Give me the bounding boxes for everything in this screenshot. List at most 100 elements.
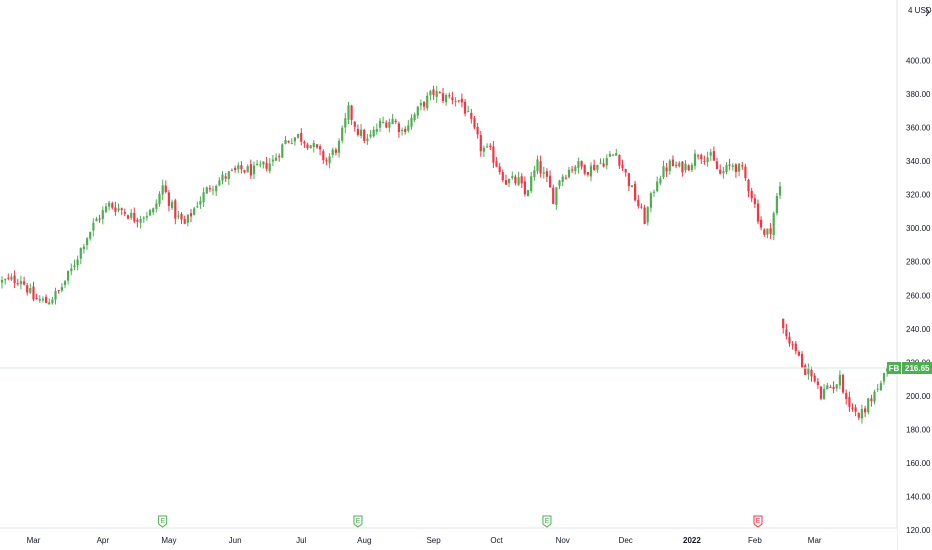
candle[interactable] xyxy=(596,164,599,174)
candle[interactable] xyxy=(845,389,848,405)
candle[interactable] xyxy=(7,273,10,281)
candle[interactable] xyxy=(640,203,643,209)
candle[interactable] xyxy=(536,155,539,175)
candle[interactable] xyxy=(111,201,114,210)
candle[interactable] xyxy=(656,176,659,193)
candle[interactable] xyxy=(309,144,312,149)
candle[interactable] xyxy=(467,105,470,113)
candle[interactable] xyxy=(230,168,233,172)
candle[interactable] xyxy=(687,164,690,172)
candle[interactable] xyxy=(70,263,73,276)
candle[interactable] xyxy=(126,214,130,220)
candle[interactable] xyxy=(259,160,262,168)
candle[interactable] xyxy=(492,141,495,168)
candle[interactable] xyxy=(73,259,76,270)
candle[interactable] xyxy=(26,283,29,296)
candle[interactable] xyxy=(671,155,674,167)
candle[interactable] xyxy=(841,373,845,394)
candle[interactable] xyxy=(558,179,561,190)
candle[interactable] xyxy=(618,154,621,170)
candle[interactable] xyxy=(155,199,158,213)
candle[interactable] xyxy=(252,161,256,180)
candle[interactable] xyxy=(804,363,807,376)
candle[interactable] xyxy=(457,100,460,103)
candle[interactable] xyxy=(819,386,823,401)
candle[interactable] xyxy=(287,140,290,144)
candle[interactable] xyxy=(139,215,142,229)
candle[interactable] xyxy=(662,160,665,180)
candle[interactable] xyxy=(693,149,697,170)
candle[interactable] xyxy=(879,380,882,391)
candle[interactable] xyxy=(775,193,778,216)
candle[interactable] xyxy=(278,153,281,162)
candle[interactable] xyxy=(180,212,183,225)
earnings-marker[interactable]: E xyxy=(542,515,552,528)
candle[interactable] xyxy=(854,404,857,417)
candle[interactable] xyxy=(0,276,4,289)
candle[interactable] xyxy=(108,200,111,211)
candle[interactable] xyxy=(526,189,530,197)
candle[interactable] xyxy=(571,166,574,173)
candle[interactable] xyxy=(347,101,350,124)
candle[interactable] xyxy=(92,218,95,237)
candle[interactable] xyxy=(615,148,618,156)
candle[interactable] xyxy=(816,377,819,389)
candle[interactable] xyxy=(860,404,863,424)
candle[interactable] xyxy=(183,215,186,225)
candle[interactable] xyxy=(426,92,429,111)
candle[interactable] xyxy=(738,163,741,177)
candle[interactable] xyxy=(57,289,60,294)
candle[interactable] xyxy=(741,162,744,170)
candle[interactable] xyxy=(630,184,634,188)
candle[interactable] xyxy=(857,412,860,421)
candle[interactable] xyxy=(703,155,706,165)
candle[interactable] xyxy=(511,171,514,180)
candle[interactable] xyxy=(668,159,671,175)
candle[interactable] xyxy=(835,383,838,392)
candle[interactable] xyxy=(675,161,678,169)
candle[interactable] xyxy=(196,201,199,209)
candle[interactable] xyxy=(659,175,662,186)
candle[interactable] xyxy=(227,171,230,185)
candle[interactable] xyxy=(4,278,7,285)
candle[interactable] xyxy=(441,88,445,104)
candle[interactable] xyxy=(322,149,325,164)
candle[interactable] xyxy=(360,124,363,139)
candle[interactable] xyxy=(709,148,712,161)
candle[interactable] xyxy=(303,140,306,148)
candle[interactable] xyxy=(593,159,596,171)
candle[interactable] xyxy=(400,127,404,136)
candle[interactable] xyxy=(508,178,511,187)
candle[interactable] xyxy=(624,168,627,177)
candle[interactable] xyxy=(501,169,504,183)
candle[interactable] xyxy=(476,122,479,139)
candle[interactable] xyxy=(161,179,164,200)
candle[interactable] xyxy=(13,270,16,288)
candle[interactable] xyxy=(249,159,252,179)
candle[interactable] xyxy=(142,215,145,223)
candle[interactable] xyxy=(750,187,753,203)
candle[interactable] xyxy=(678,161,681,168)
candle[interactable] xyxy=(719,164,722,175)
candle[interactable] xyxy=(300,128,303,146)
candle[interactable] xyxy=(722,167,725,179)
candle[interactable] xyxy=(621,159,624,171)
candle[interactable] xyxy=(262,161,265,169)
candle[interactable] xyxy=(533,165,536,181)
candle[interactable] xyxy=(539,155,542,178)
time-axis[interactable]: Mar Apr May Jun Jul Aug Sep Oct Nov Dec 2022 Feb Mar xyxy=(0,527,897,550)
price-axis[interactable]: 400.00 380.00 360.00 340.00 320.00 300.00 280.… xyxy=(896,0,932,550)
candle[interactable] xyxy=(608,151,611,157)
candle[interactable] xyxy=(791,341,794,350)
candle[interactable] xyxy=(41,296,44,303)
candle[interactable] xyxy=(388,118,391,133)
candle[interactable] xyxy=(649,191,652,213)
candle[interactable] xyxy=(385,120,388,129)
candle[interactable] xyxy=(67,270,70,285)
candle[interactable] xyxy=(445,93,448,106)
candle[interactable] xyxy=(391,113,394,125)
candle[interactable] xyxy=(136,217,139,228)
candle[interactable] xyxy=(848,391,851,412)
candle[interactable] xyxy=(344,112,347,134)
candle[interactable] xyxy=(193,207,196,216)
